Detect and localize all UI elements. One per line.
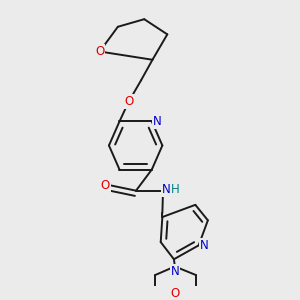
- Text: N: N: [200, 239, 209, 252]
- Text: N: N: [170, 265, 179, 278]
- Text: O: O: [124, 95, 134, 108]
- Text: N: N: [162, 183, 171, 196]
- Text: O: O: [95, 45, 104, 58]
- Text: H: H: [171, 183, 180, 196]
- Text: N: N: [153, 115, 161, 128]
- Text: O: O: [170, 287, 179, 300]
- Text: O: O: [101, 178, 110, 192]
